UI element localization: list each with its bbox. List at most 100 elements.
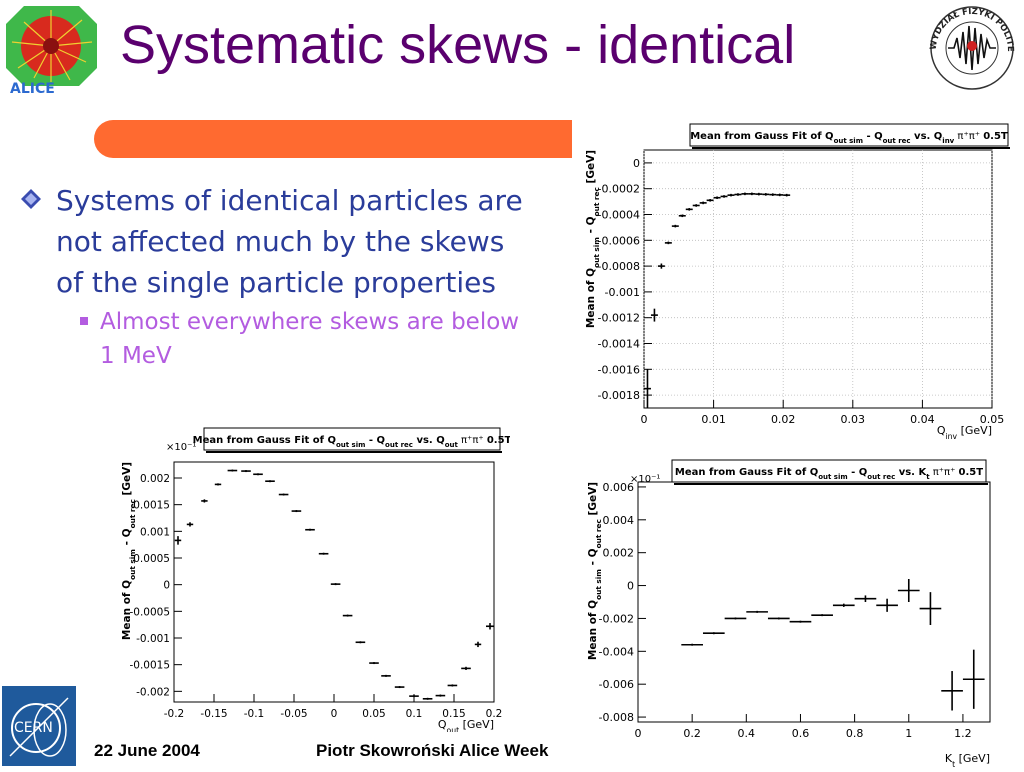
chart1-xtick-label-5: 0.05 — [980, 413, 1005, 426]
chart3-plot-frame — [637, 481, 991, 723]
chart3-data-point-2 — [724, 617, 747, 620]
chart3-data-point-10 — [897, 578, 920, 602]
chart2-xtick-label-7: 0.15 — [442, 708, 465, 720]
chart3-ytick-label-4: -0.002 — [599, 612, 634, 625]
chart2-data-point-18 — [409, 695, 419, 698]
chart2-data-point-23 — [474, 641, 482, 648]
chart1-data-point-8 — [699, 201, 707, 205]
chart2-data-point-0 — [174, 536, 182, 545]
chart1-xtick-label-3: 0.03 — [841, 413, 866, 426]
chart1-title-box — [689, 123, 1009, 147]
chart1-ytick-label-2: -0.0004 — [598, 209, 640, 222]
chart2-data-point-22 — [461, 666, 471, 670]
chart2-data-point-2 — [201, 499, 208, 503]
subbullet-item: Almost everywhere skews are below 1 MeV — [20, 305, 540, 373]
chart2-x-axis-label: Qout [GeV] — [438, 718, 494, 732]
chart1-data-point-16 — [755, 192, 763, 196]
chart1-title-part: Mean from Gauss Fit of Q — [690, 131, 833, 142]
chart3-y-axis-label: Mean of Qout sim - Qout rec [GeV] — [587, 482, 603, 660]
chart1-plot-frame — [643, 149, 993, 409]
chart3-data-point-8 — [854, 595, 877, 602]
chart1-xtick-label-4: 0.04 — [910, 413, 935, 426]
chart2-data-point-24 — [486, 623, 494, 630]
slide-title: Systematic skews - identical — [120, 15, 796, 75]
chart2-data-point-15 — [369, 662, 379, 665]
chart2-title: Mean from Gauss Fit of Qout sim - Qout r… — [193, 435, 510, 449]
chart2-ytick-label-6: -0.001 — [136, 633, 170, 645]
chart3-data-point-0 — [681, 643, 703, 646]
chart1-title-sub: out rec — [883, 137, 911, 145]
chart3-xtick-label-3: 0.6 — [792, 727, 810, 740]
chart2-title-sub: out sim — [336, 441, 365, 449]
chart3-title-sub: t — [926, 473, 930, 481]
chart3-xtick-label-6: 1.2 — [954, 727, 972, 740]
chart2-title-part: Mean from Gauss Fit of Q — [193, 435, 336, 446]
chart2-data-point-8 — [278, 493, 289, 496]
chart3-title-part: Mean from Gauss Fit of Q — [675, 467, 818, 478]
chart3-data-point-1 — [702, 632, 725, 635]
chart2-data-point-10 — [305, 528, 315, 531]
chart1-data-point-20 — [783, 193, 791, 197]
chart3-data-point-13 — [962, 649, 985, 709]
chart3-data-point-7 — [832, 603, 855, 607]
chart1-data-point-5 — [678, 214, 686, 218]
chart1-data-point-11 — [720, 195, 728, 198]
chart1-data-point-0 — [644, 369, 651, 408]
chart2-ytick-label-0: 0.002 — [140, 473, 170, 485]
chart1-xtick-label-0: 0 — [641, 413, 648, 426]
chart1-data-point-13 — [734, 193, 742, 196]
chart1-ytick-label-3: -0.0006 — [598, 234, 640, 247]
chart1-ytick-label-9: -0.0018 — [598, 389, 640, 402]
chart3-data-point-9 — [876, 598, 898, 612]
chart2-data-point-21 — [447, 684, 458, 687]
chart2-plot-frame — [173, 461, 495, 703]
chart-qout-svg: -0.2 -0.15 -0.1 -0.05 0 0.05 0.1 0.15 0.2 0.002 0.… — [121, 427, 512, 735]
chart3-title: Mean from Gauss Fit of Qout sim - Qout r… — [675, 467, 983, 481]
chart2-data-point-4 — [227, 469, 238, 472]
chart1-xtick-label-2: 0.02 — [771, 413, 796, 426]
chart1-title-sub: out sim — [834, 137, 863, 145]
chart3-title-sub: out rec — [867, 473, 895, 481]
chart2-title-box — [203, 427, 501, 451]
chart1-ytick-label-0: 0 — [633, 157, 640, 170]
chart2-title-sub: out rec — [385, 441, 413, 449]
chart2-xtick-label-3: -0.05 — [280, 708, 307, 720]
chart2-data-point-1 — [186, 522, 194, 527]
chart1-y-axis-label: Mean of Qout sim - Qout rec [GeV] — [585, 150, 601, 328]
chart1-data-point-7 — [692, 204, 700, 207]
chart1-ytick-label-6: -0.0012 — [598, 312, 640, 325]
chart2-xtick-label-0: -0.2 — [164, 708, 185, 720]
footer-date: 22 June 2004 — [94, 741, 200, 760]
chart2-ytick-label-5: -0.0005 — [129, 606, 170, 618]
chart3-xtick-label-2: 0.4 — [738, 727, 756, 740]
chart2-xtick-label-1: -0.15 — [200, 708, 227, 720]
cern-logo-text: CERN — [14, 720, 53, 736]
chart1-xtick-label-1: 0.01 — [701, 413, 726, 426]
chart2-data-point-3 — [214, 483, 222, 486]
chart1-ytick-label-4: -0.0008 — [598, 260, 640, 273]
chart1-data-point-6 — [685, 208, 693, 211]
chart1-ytick-label-1: -0.0002 — [598, 183, 640, 196]
chart1-ytick-label-5: -0.001 — [605, 286, 640, 299]
cern-logo: CERN — [2, 686, 76, 766]
chart2-data-point-11 — [318, 552, 329, 555]
chart2-title-sub: out — [445, 441, 459, 449]
chart1-title-sub: inv — [942, 137, 954, 145]
chart2-xtick-label-2: -0.1 — [244, 708, 265, 720]
chart3-ytick-label-3: 0 — [627, 580, 634, 593]
subbullet-text: Almost everywhere skews are below 1 MeV — [100, 309, 520, 369]
chart2-exponent-label: ×10⁻¹ — [166, 442, 196, 453]
chart-qinv-svg: 0 0.01 0.02 0.03 0.04 0.05 0 -0.0002 -0.0004 -0.0… — [585, 123, 1010, 441]
chart3-data-point-5 — [789, 620, 812, 623]
chart2-data-point-16 — [381, 674, 391, 677]
chart1-ytick-label-8: -0.0016 — [598, 363, 640, 376]
chart1-data-point-3 — [664, 241, 672, 245]
footer-author: Piotr Skowroński Alice Week — [316, 741, 549, 760]
chart1-data-point-1 — [650, 308, 658, 322]
chart2-data-point-17 — [394, 686, 405, 689]
chart1-data-point-2 — [657, 263, 665, 269]
chart-kt-svg: 0 0.2 0.4 0.6 0.8 1 1.2 0.006 0.004 0.002 0 -0.002 -… — [587, 459, 991, 769]
alice-logo-text: ALICE — [10, 81, 55, 94]
chart3-data-point-3 — [746, 610, 768, 613]
chart3-ytick-label-7: -0.008 — [599, 711, 634, 724]
